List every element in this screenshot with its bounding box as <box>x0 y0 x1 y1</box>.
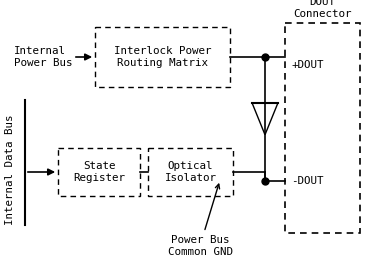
Text: Interlock Power
Routing Matrix: Interlock Power Routing Matrix <box>114 46 211 68</box>
Text: -DOUT: -DOUT <box>291 176 323 186</box>
Text: Optical
Isolator: Optical Isolator <box>164 161 216 183</box>
Text: State
Register: State Register <box>73 161 125 183</box>
Text: Power Bus
Common GND: Power Bus Common GND <box>167 184 233 256</box>
Text: +DOUT: +DOUT <box>291 60 323 70</box>
Text: Internal
Power Bus: Internal Power Bus <box>14 46 72 68</box>
Text: Internal Data Bus: Internal Data Bus <box>5 115 15 225</box>
Text: DOUT
Connector: DOUT Connector <box>293 0 352 19</box>
